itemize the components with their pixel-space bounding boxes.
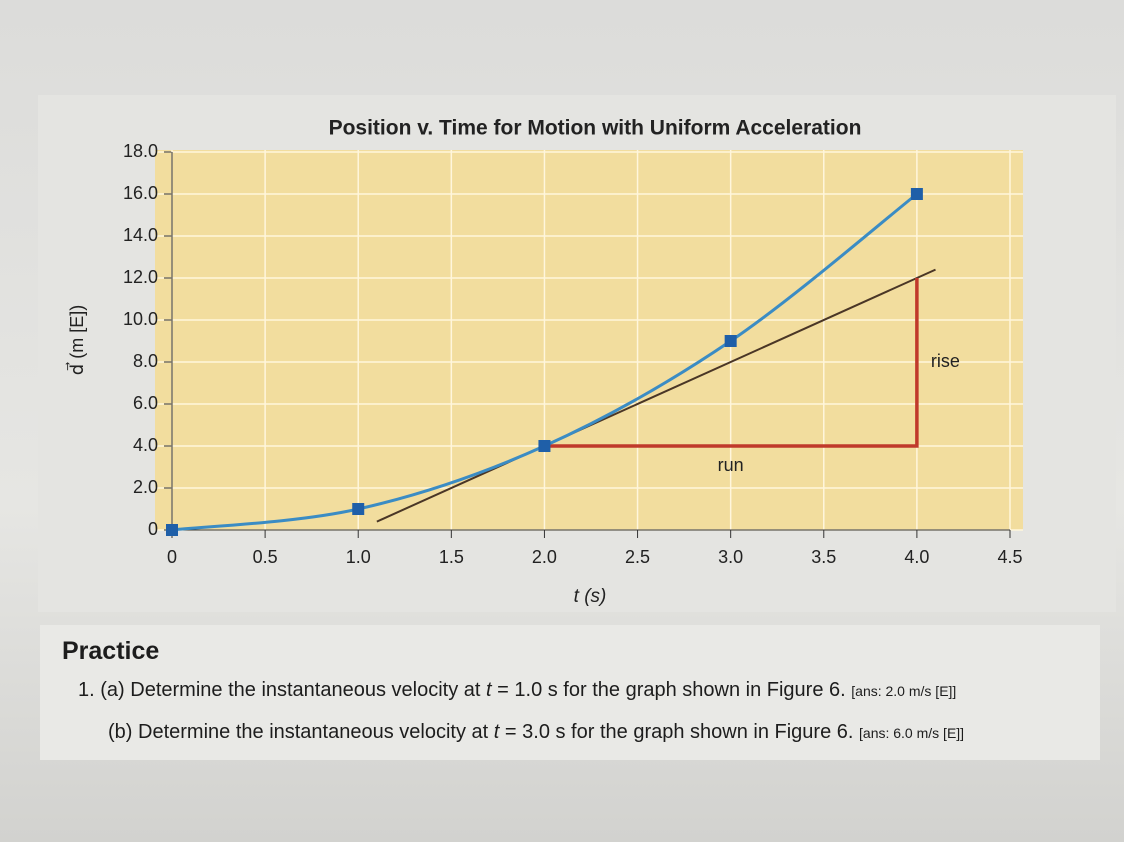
- x-tick-label: 0.5: [253, 547, 278, 567]
- y-tick-label: 14.0: [123, 225, 158, 245]
- chart-title: Position v. Time for Motion with Uniform…: [329, 117, 862, 140]
- practice-panel: Practice 1. (a) Determine the instantane…: [40, 625, 1100, 760]
- chart: Position v. Time for Motion with Uniform…: [38, 95, 1116, 612]
- practice-item: (b) Determine the instantaneous velocity…: [108, 721, 964, 744]
- item-text: Determine the instantaneous velocity at: [138, 721, 489, 743]
- item-var: t: [493, 721, 500, 743]
- item-var: t: [486, 679, 492, 701]
- x-tick-label: 4.0: [904, 547, 929, 567]
- tangent-line: [376, 268, 936, 523]
- item-letter: (b): [108, 721, 133, 743]
- run-label: run: [718, 455, 744, 475]
- y-tick-label: 10.0: [123, 309, 158, 329]
- item-answer: [ans: 6.0 m/s [E]]: [859, 725, 965, 741]
- y-tick-label: 8.0: [133, 351, 158, 371]
- y-tick-label: 6.0: [133, 393, 158, 413]
- data-marker: [538, 440, 551, 452]
- x-tick-label: 1.0: [346, 547, 371, 567]
- practice-item: 1. (a) Determine the instantaneous veloc…: [78, 679, 956, 702]
- y-tick-label: 4.0: [133, 435, 158, 455]
- data-marker: [910, 188, 923, 200]
- data-marker: [166, 524, 178, 536]
- item-number: 1.: [78, 679, 95, 701]
- rise-label: rise: [931, 351, 960, 371]
- y-tick-label: 16.0: [123, 183, 158, 203]
- y-axis-label: d⃗ (m [E]): [65, 305, 86, 375]
- x-tick-label: 3.0: [718, 547, 743, 567]
- x-axis-label: t (s): [574, 586, 607, 607]
- x-tick-label: 2.5: [625, 547, 650, 567]
- item-rest: = 1.0 s for the graph shown in Figure 6.: [497, 679, 846, 701]
- y-tick-label: 2.0: [133, 477, 158, 497]
- x-tick-label: 0: [167, 547, 177, 567]
- item-rest: = 3.0 s for the graph shown in Figure 6.: [504, 721, 854, 743]
- item-text: Determine the instantaneous velocity at: [130, 679, 481, 701]
- y-tick-label: 18.0: [123, 141, 158, 161]
- item-answer: [ans: 2.0 m/s [E]]: [851, 683, 957, 699]
- y-tick-label: 0: [148, 519, 158, 539]
- plot-area: [155, 150, 1023, 530]
- x-tick-label: 3.5: [811, 547, 836, 567]
- y-tick-label: 12.0: [123, 267, 158, 287]
- rise-run: [544, 278, 919, 448]
- data-marker: [724, 335, 737, 347]
- x-tick-label: 1.5: [439, 547, 464, 567]
- practice-heading: Practice: [62, 637, 160, 665]
- item-letter: (a): [100, 679, 125, 701]
- x-tick-label: 2.0: [532, 547, 557, 567]
- x-tick-label: 4.5: [997, 547, 1022, 567]
- data-marker: [352, 503, 365, 515]
